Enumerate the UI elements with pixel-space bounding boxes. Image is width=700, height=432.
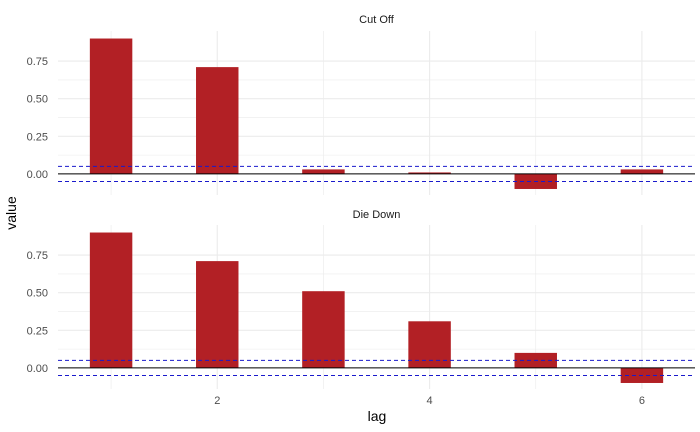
bar-lag-3 [302, 169, 345, 174]
y-tick-label: 0.75 [27, 250, 48, 262]
x-tick-label: 2 [214, 395, 220, 407]
bar-lag-4 [408, 172, 451, 174]
panel-1: 0.00 0.25 0.50 0.75 Cut Off [27, 14, 695, 195]
bar-lag-6 [620, 169, 664, 174]
bar-lag-3 [302, 291, 345, 368]
y-tick-label: 0.75 [27, 56, 48, 68]
y-tick-label: 0.25 [27, 131, 48, 143]
y-tick-label: 0.00 [27, 169, 48, 181]
bar-lag-1 [89, 232, 133, 368]
panel-title: Cut Off [359, 14, 395, 26]
bar-lag-2 [196, 261, 239, 368]
bar-lag-2 [196, 67, 239, 174]
bar-lag-1 [89, 38, 133, 174]
y-axis-title: value [3, 196, 19, 230]
panel-title: Die Down [353, 209, 401, 221]
y-tick-label: 0.50 [27, 94, 48, 106]
y-tick-label: 0.00 [27, 363, 48, 375]
x-tick-label: 4 [427, 395, 433, 407]
x-tick-label: 6 [639, 395, 645, 407]
panels-layer: 0.00 0.25 0.50 0.75 Cut Off 0.00 0.25 0.50 0.75 D… [27, 14, 695, 407]
y-tick-label: 0.50 [27, 288, 48, 300]
panel-2: 0.00 0.25 0.50 0.75 Die Down [27, 209, 695, 389]
y-tick-label: 0.25 [27, 325, 48, 337]
x-axis-title: lag [368, 408, 387, 424]
bar-lag-4 [408, 321, 451, 368]
